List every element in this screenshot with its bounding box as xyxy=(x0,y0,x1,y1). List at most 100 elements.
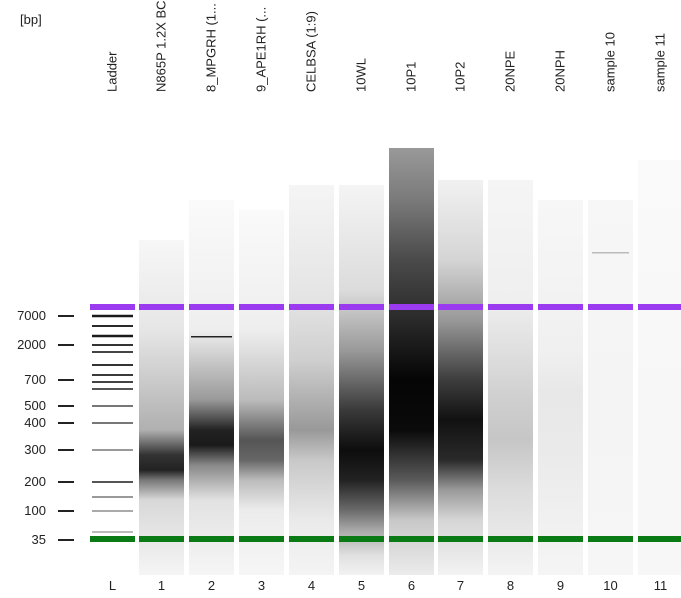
lane xyxy=(139,240,184,575)
lower-marker-band xyxy=(339,536,384,542)
lane-number: 9 xyxy=(557,578,564,593)
lane-sample-name: CELBSA (1:9) xyxy=(304,11,319,92)
unit-label: [bp] xyxy=(20,12,42,27)
ladder-band xyxy=(92,364,133,366)
lane-sample-name: N865P 1.2X BC xyxy=(154,0,169,92)
lane xyxy=(90,304,135,552)
lane xyxy=(438,180,483,575)
size-marker-label: 7000 xyxy=(17,308,46,323)
lane-number: 6 xyxy=(408,578,415,593)
lane-number: 10 xyxy=(603,578,617,593)
sample-smear xyxy=(488,180,533,575)
lane-sample-name: 20NPH xyxy=(553,50,568,92)
upper-marker-band xyxy=(289,304,334,310)
ladder-band xyxy=(92,334,133,338)
upper-marker-band xyxy=(139,304,184,310)
lane xyxy=(289,185,334,575)
ladder-band xyxy=(92,344,133,346)
lane xyxy=(488,180,533,575)
ladder-band xyxy=(92,531,133,533)
lane xyxy=(339,185,384,575)
lower-marker-band xyxy=(139,536,184,542)
lane-number: 4 xyxy=(308,578,315,593)
lower-marker-band xyxy=(638,536,681,542)
ladder-band xyxy=(92,314,133,318)
lanes xyxy=(90,148,681,575)
lower-marker-band xyxy=(538,536,583,542)
lane xyxy=(588,200,633,575)
lane-sample-name: sample 10 xyxy=(603,32,618,92)
size-marker-label: 400 xyxy=(24,415,46,430)
lane xyxy=(638,160,681,575)
lane xyxy=(189,200,234,575)
sample-smear xyxy=(389,148,434,575)
lower-marker-band xyxy=(588,536,633,542)
ladder-band xyxy=(92,422,133,424)
lower-marker-band xyxy=(189,536,234,542)
ladder-band xyxy=(92,510,133,512)
lane xyxy=(239,210,284,575)
lane-sample-name: 9_APE1RH (... xyxy=(254,7,269,92)
lane-number: 5 xyxy=(358,578,365,593)
lane-sample-name: sample 11 xyxy=(653,33,668,92)
lane-sample-name: 20NPE xyxy=(503,50,518,92)
size-marker-label: 500 xyxy=(24,398,46,413)
lane xyxy=(389,148,434,575)
size-marker-label: 35 xyxy=(32,532,46,547)
ladder-band xyxy=(92,381,133,383)
ladder-band xyxy=(92,496,133,498)
lower-marker-band xyxy=(289,536,334,542)
size-marker-label: 700 xyxy=(24,372,46,387)
ladder-band xyxy=(92,449,133,451)
upper-marker-band xyxy=(189,304,234,310)
sample-smear xyxy=(538,200,583,575)
lane-number: 11 xyxy=(654,578,668,593)
ladder-band xyxy=(92,325,133,327)
sample-smear xyxy=(588,200,633,575)
lane-sample-name: 10WL xyxy=(354,58,369,92)
size-marker-label: 2000 xyxy=(17,337,46,352)
lane-number: 3 xyxy=(258,578,265,593)
sample-band xyxy=(592,252,629,254)
sample-smear xyxy=(189,200,234,575)
upper-marker-band xyxy=(588,304,633,310)
lane-sample-name: Ladder xyxy=(105,51,120,92)
ladder-band xyxy=(92,405,133,407)
upper-marker-band xyxy=(488,304,533,310)
upper-marker-band xyxy=(90,304,135,310)
sample-smear xyxy=(289,185,334,575)
lane-number: L xyxy=(109,578,116,593)
size-marker-label: 300 xyxy=(24,442,46,457)
lane-number: 7 xyxy=(457,578,464,593)
lower-marker-band xyxy=(389,536,434,542)
upper-marker-band xyxy=(638,304,681,310)
upper-marker-band xyxy=(239,304,284,310)
upper-marker-band xyxy=(339,304,384,310)
lane-background xyxy=(90,307,135,552)
size-marker-label: 200 xyxy=(24,474,46,489)
lane-number: 2 xyxy=(208,578,215,593)
sample-smear xyxy=(438,180,483,575)
size-axis: 7000 2000 700 500 400 300 200 100 35 xyxy=(17,308,74,547)
size-marker-label: 100 xyxy=(24,503,46,518)
sample-smear xyxy=(239,210,284,575)
ladder-band xyxy=(92,481,133,483)
upper-marker-band xyxy=(438,304,483,310)
ladder-band xyxy=(92,351,133,353)
lane xyxy=(538,200,583,575)
lane-headers: Ladder N865P 1.2X BC 8_MPGRH (1... 9_APE1RH… xyxy=(105,0,668,92)
lower-marker-band xyxy=(438,536,483,542)
lower-marker-band xyxy=(90,536,135,542)
ladder-band xyxy=(92,374,133,376)
upper-marker-band xyxy=(389,304,434,310)
ladder-band xyxy=(92,388,133,390)
upper-marker-band xyxy=(538,304,583,310)
sample-smear xyxy=(638,160,681,575)
lower-marker-band xyxy=(488,536,533,542)
lane-numbers: L 1 2 3 4 5 6 7 8 9 10 11 xyxy=(109,578,667,593)
sample-smear xyxy=(339,185,384,575)
lane-sample-name: 10P2 xyxy=(453,62,468,92)
lane-number: 8 xyxy=(507,578,514,593)
sample-band xyxy=(191,336,232,338)
